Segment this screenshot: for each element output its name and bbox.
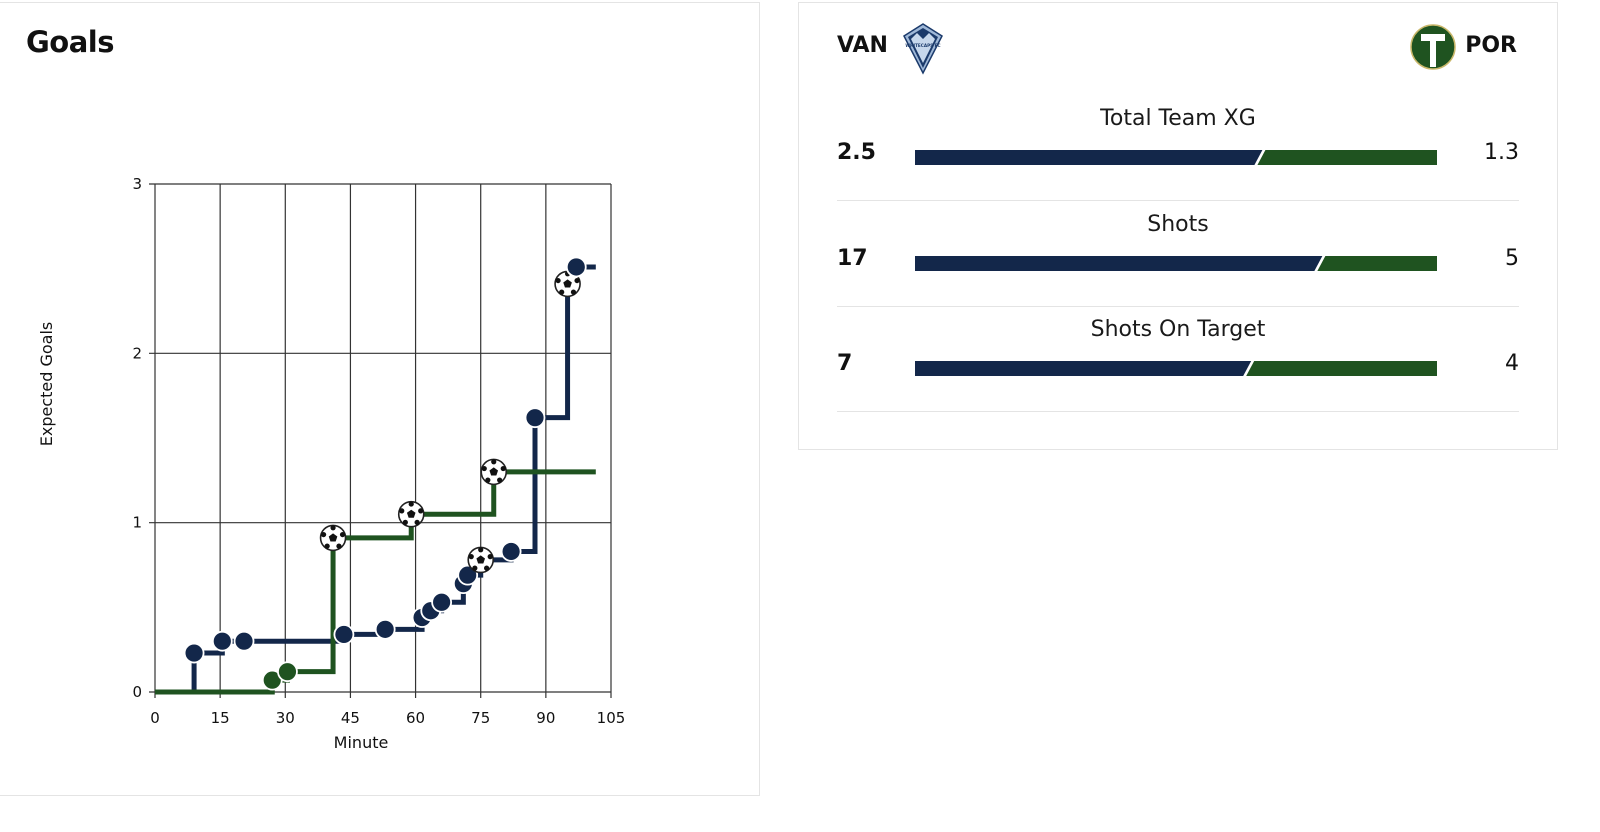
stat-label: Total Team XG: [1100, 106, 1256, 131]
goal-ball-marker: [319, 524, 347, 552]
x-tick-label: 15: [211, 709, 230, 727]
shot-marker-van: [333, 624, 355, 645]
team-stats-card: VAN WHITECAPS FC POR Total Team XG 2.5 1…: [798, 2, 1558, 450]
whitecaps-logo-text: WHITECAPS FC: [905, 43, 940, 48]
shot-marker-van: [431, 591, 453, 613]
xg-step-line-por: [155, 469, 596, 695]
shot-marker-van: [500, 541, 522, 562]
y-tick-label: 1: [132, 514, 142, 532]
chart-axes: 0 15 30 45 60 75 90 105 0 1 2 3 Minute Expected Goals: [37, 175, 625, 752]
stat-away-value: 4: [1505, 351, 1519, 376]
shot-marker-van: [183, 642, 205, 664]
stat-away-value: 5: [1505, 246, 1519, 271]
vancouver-whitecaps-logo-icon: WHITECAPS FC: [903, 23, 943, 75]
away-bar-segment: [1317, 256, 1437, 271]
x-tick-label: 45: [341, 709, 360, 727]
shot-marker-van: [457, 564, 479, 586]
stat-label: Shots On Target: [1090, 317, 1266, 342]
stat-comparison-bar: [915, 256, 1437, 271]
stat-row-total-team-xg: Total Team XG 2.5 1.3: [837, 94, 1519, 201]
y-axis-title: Expected Goals: [37, 322, 56, 447]
stat-row-shots-on-target: Shots On Target 7 4: [837, 305, 1519, 412]
away-bar-segment: [1246, 361, 1437, 376]
x-tick-label: 90: [536, 709, 555, 727]
expected-goals-chart: 0 15 30 45 60 75 90 105 0 1 2 3 Minute Expected Goals: [37, 175, 625, 752]
x-tick-label: 0: [150, 709, 160, 727]
goal-ball-marker: [397, 500, 425, 528]
shot-marker-van: [211, 630, 233, 652]
stat-label: Shots: [1147, 212, 1209, 237]
shot-marker-van: [524, 407, 546, 429]
away-bar-segment: [1257, 150, 1437, 165]
x-tick-label: 60: [406, 709, 425, 727]
x-tick-label: 30: [276, 709, 295, 727]
x-tick-label: 75: [471, 709, 490, 727]
chart-series: [155, 256, 596, 695]
x-tick-label: 105: [597, 709, 626, 727]
stat-home-value: 17: [837, 246, 868, 271]
stat-away-value: 1.3: [1484, 140, 1519, 165]
away-team-abbr: POR: [1465, 33, 1517, 58]
y-tick-label: 3: [132, 175, 142, 193]
stat-home-value: 2.5: [837, 140, 876, 165]
y-tick-label: 0: [132, 683, 142, 701]
home-bar-segment: [915, 150, 1263, 165]
stat-comparison-bar: [915, 361, 1437, 376]
goals-title: Goals: [26, 25, 115, 59]
x-axis-title: Minute: [334, 733, 389, 752]
goals-chart-card: Goals 0 15 30 45 60 75 90 105 0 1 2 3 Minute Expected…: [0, 2, 760, 796]
goal-ball-marker: [480, 458, 508, 486]
stat-home-value: 7: [837, 351, 853, 376]
stat-comparison-bar: [915, 150, 1437, 165]
portland-timbers-logo-icon: [1410, 24, 1456, 70]
home-team-abbr: VAN: [837, 33, 888, 58]
shot-marker-van: [374, 618, 396, 640]
shot-marker-van: [565, 256, 587, 278]
goal-ball-marker: [554, 270, 581, 298]
shot-marker-van: [233, 630, 255, 652]
home-bar-segment: [915, 361, 1252, 376]
stat-row-shots: Shots 17 5: [837, 200, 1519, 307]
y-tick-label: 2: [132, 344, 142, 362]
goal-ball-marker: [467, 546, 495, 574]
shot-marker-por: [277, 661, 298, 683]
home-bar-segment: [915, 256, 1323, 271]
